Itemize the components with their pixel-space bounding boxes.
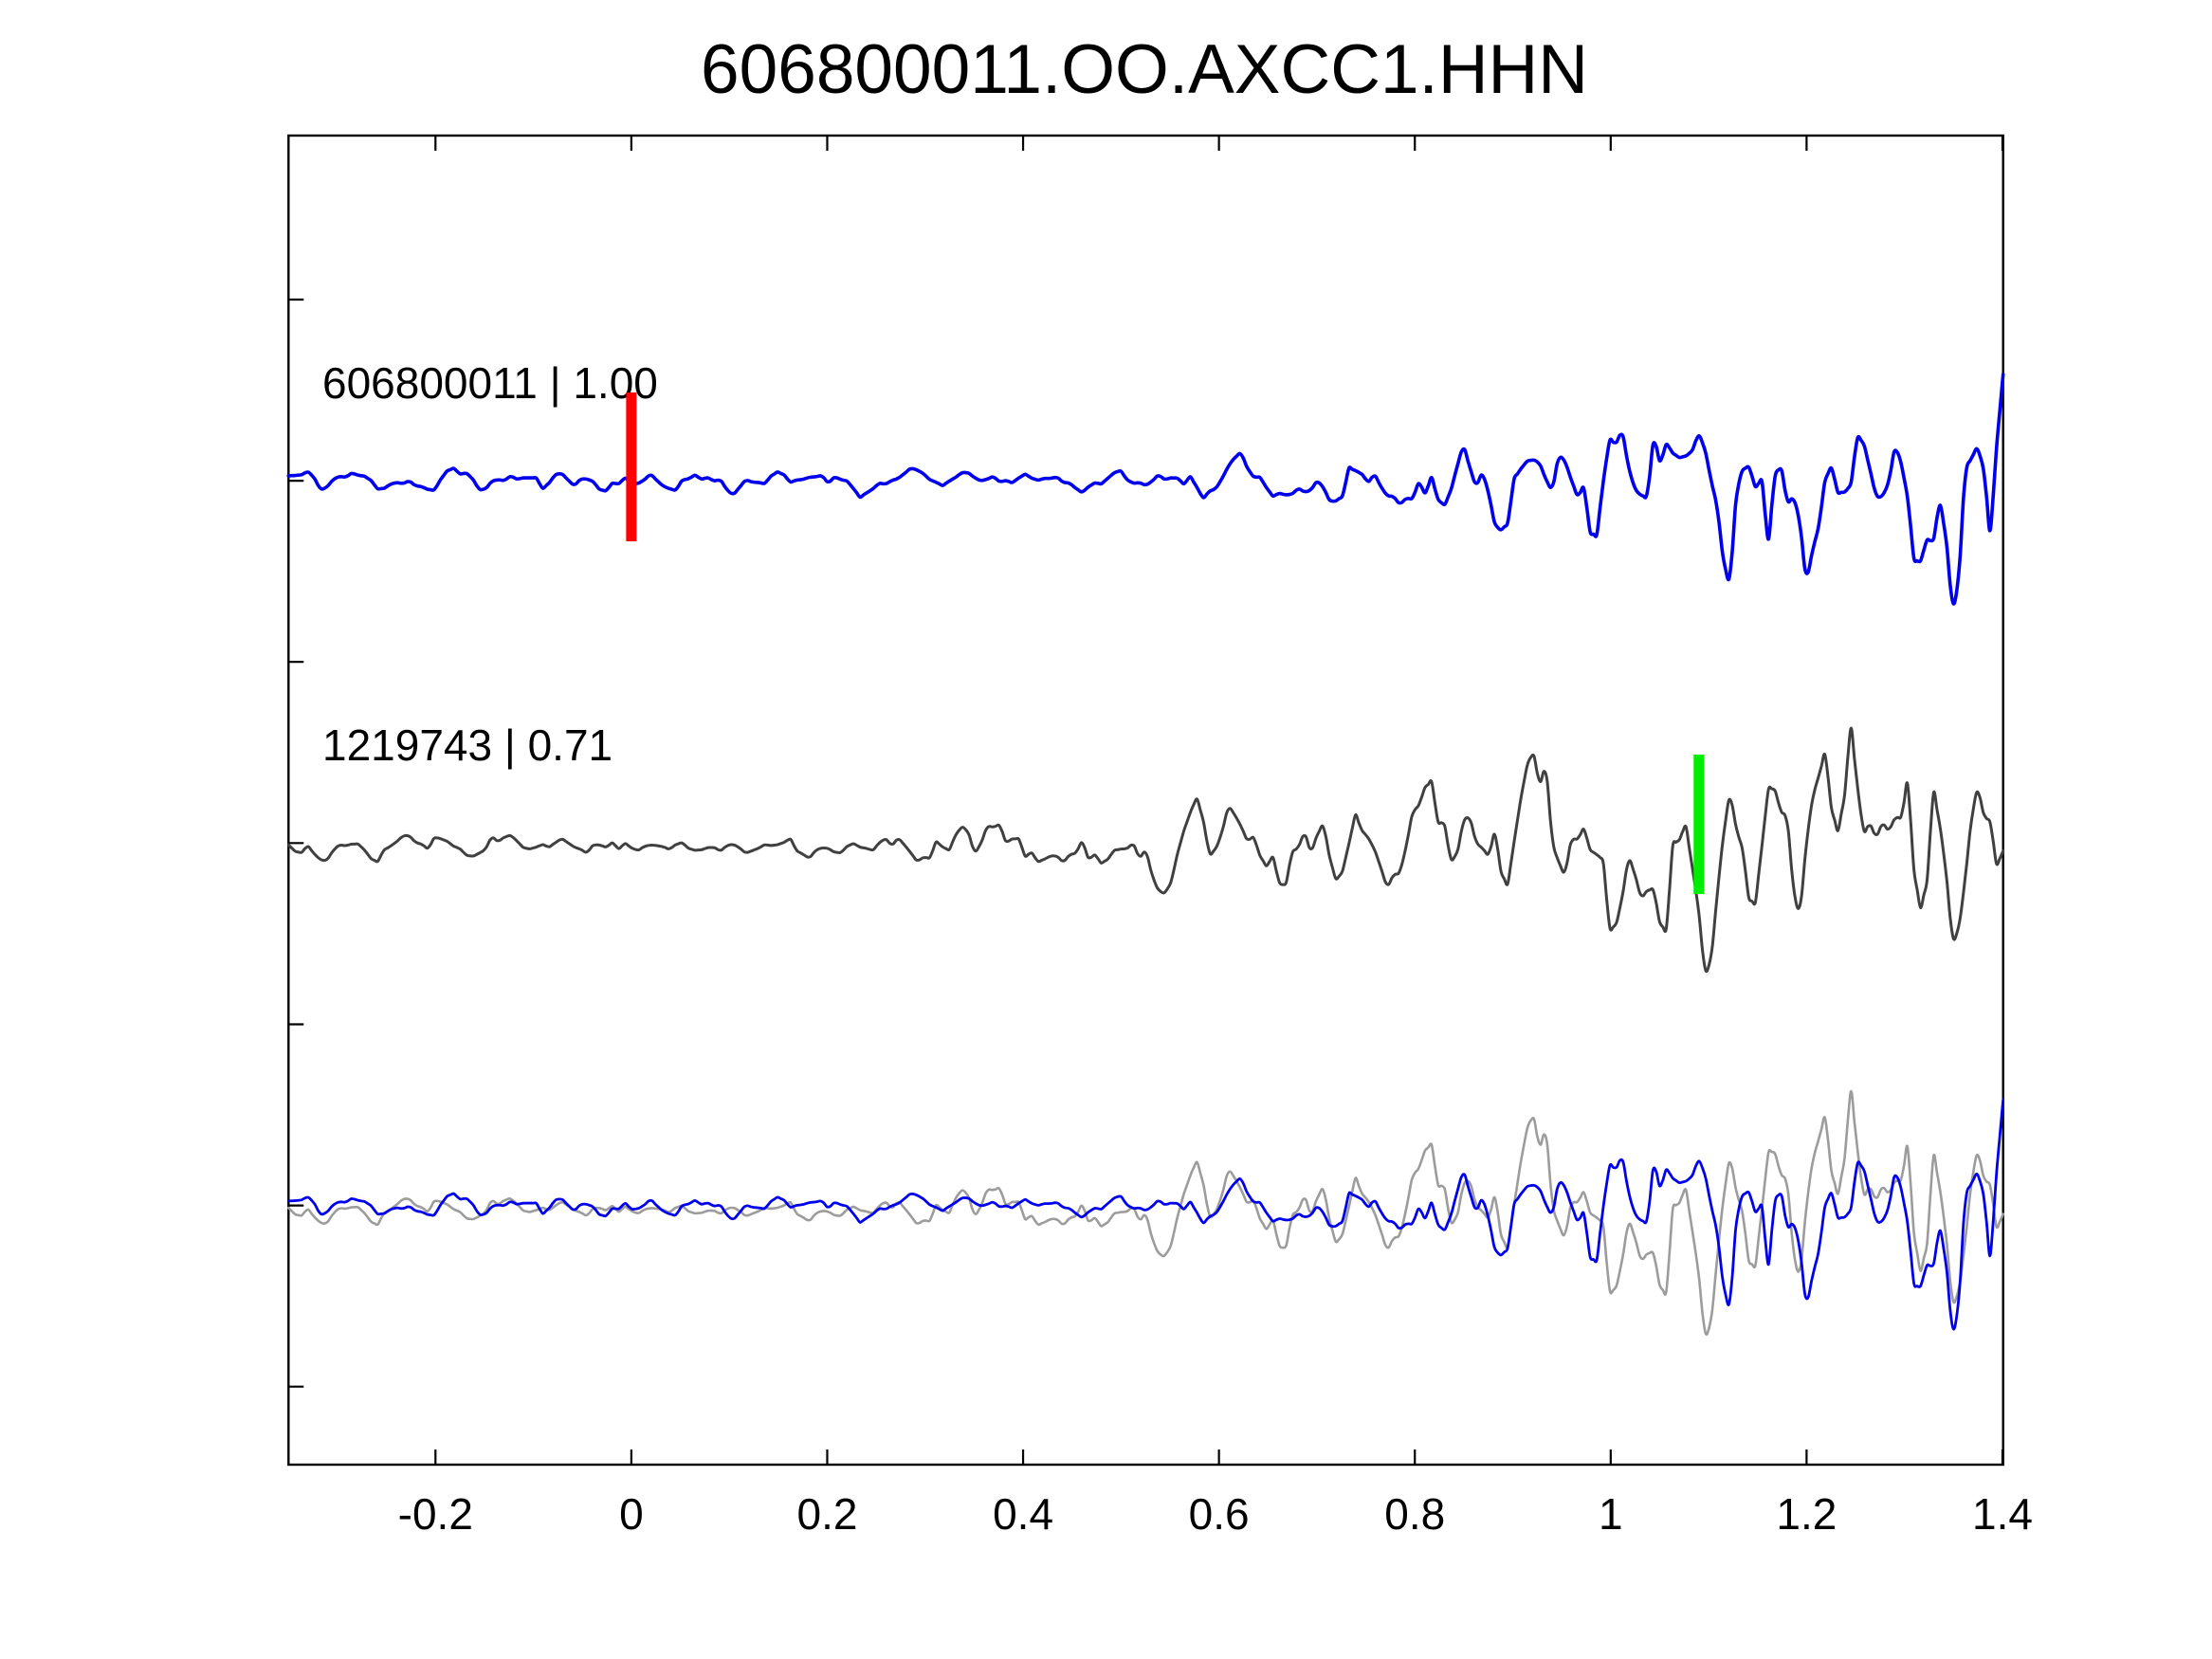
svg-text:0.2: 0.2 <box>796 1489 857 1539</box>
svg-text:606800011 | 1.00: 606800011 | 1.00 <box>322 358 658 408</box>
svg-text:1.4: 1.4 <box>1972 1489 2033 1539</box>
svg-text:1.2: 1.2 <box>1776 1489 1837 1539</box>
svg-text:0.4: 0.4 <box>993 1489 1053 1539</box>
svg-text:606800011.OO.AXCC1.HHN: 606800011.OO.AXCC1.HHN <box>701 31 1588 108</box>
svg-text:0: 0 <box>619 1489 644 1539</box>
svg-text:0.8: 0.8 <box>1384 1489 1445 1539</box>
svg-text:1219743 | 0.71: 1219743 | 0.71 <box>322 720 612 770</box>
svg-text:1: 1 <box>1599 1489 1623 1539</box>
svg-text:-0.2: -0.2 <box>398 1489 473 1539</box>
svg-text:0.6: 0.6 <box>1189 1489 1250 1539</box>
